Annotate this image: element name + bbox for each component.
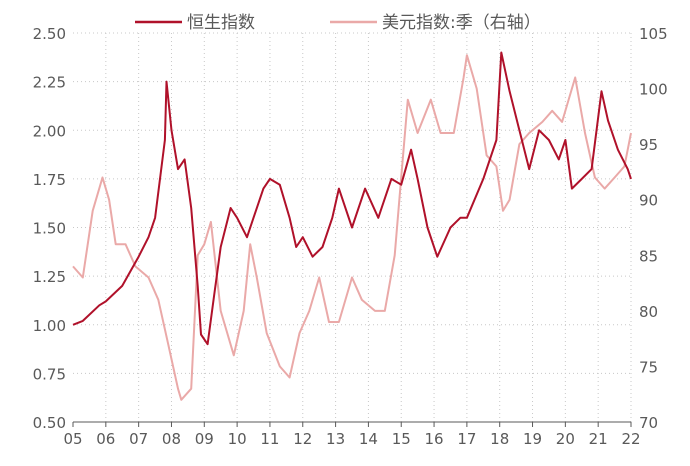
- right-tick-label: 85: [639, 247, 658, 265]
- right-tick-label: 70: [639, 414, 658, 432]
- x-tick-label: 09: [195, 430, 214, 448]
- x-tick-label: 13: [326, 430, 345, 448]
- right-tick-label: 90: [639, 192, 658, 210]
- x-tick-label: 17: [457, 430, 476, 448]
- hsi-series-line: [72, 51, 632, 346]
- x-tick-label: 12: [293, 430, 312, 448]
- left-tick-label: 2.00: [33, 122, 66, 140]
- x-tick-label: 10: [228, 430, 247, 448]
- usd-index-series-line: [72, 54, 632, 401]
- legend: 恒生指数 美元指数:季（右轴）: [135, 13, 541, 33]
- right-tick-label: 100: [639, 81, 668, 99]
- x-tick-label: 21: [589, 430, 608, 448]
- left-tick-label: 1.00: [33, 317, 66, 335]
- x-tick-label: 05: [63, 430, 82, 448]
- x-tick-label: 11: [260, 430, 279, 448]
- left-tick-label: 1.50: [33, 220, 66, 238]
- right-tick-label: 80: [639, 303, 658, 321]
- left-tick-label: 1.75: [33, 171, 66, 189]
- x-tick-label: 15: [392, 430, 411, 448]
- x-tick-label: 14: [359, 430, 378, 448]
- legend-label-hsi: 恒生指数: [187, 13, 255, 33]
- left-tick-label: 2.50: [33, 25, 66, 43]
- left-tick-label: 2.25: [33, 74, 66, 92]
- left-tick-label: 0.50: [33, 414, 66, 432]
- right-tick-label: 105: [639, 25, 668, 43]
- left-tick-label: 1.25: [33, 268, 66, 286]
- x-tick-label: 20: [556, 430, 575, 448]
- x-tick-label: 18: [490, 430, 509, 448]
- x-tick-label: 07: [129, 430, 148, 448]
- x-tick-label: 08: [162, 430, 181, 448]
- left-tick-label: 0.75: [33, 365, 66, 383]
- right-tick-label: 75: [639, 358, 658, 376]
- right-tick-label: 95: [639, 136, 658, 154]
- x-tick-label: 19: [523, 430, 542, 448]
- legend-label-usd: 美元指数:季（右轴）: [382, 13, 541, 33]
- x-tick-label: 06: [96, 430, 115, 448]
- x-tick-label: 22: [621, 430, 640, 448]
- x-tick-label: 16: [425, 430, 444, 448]
